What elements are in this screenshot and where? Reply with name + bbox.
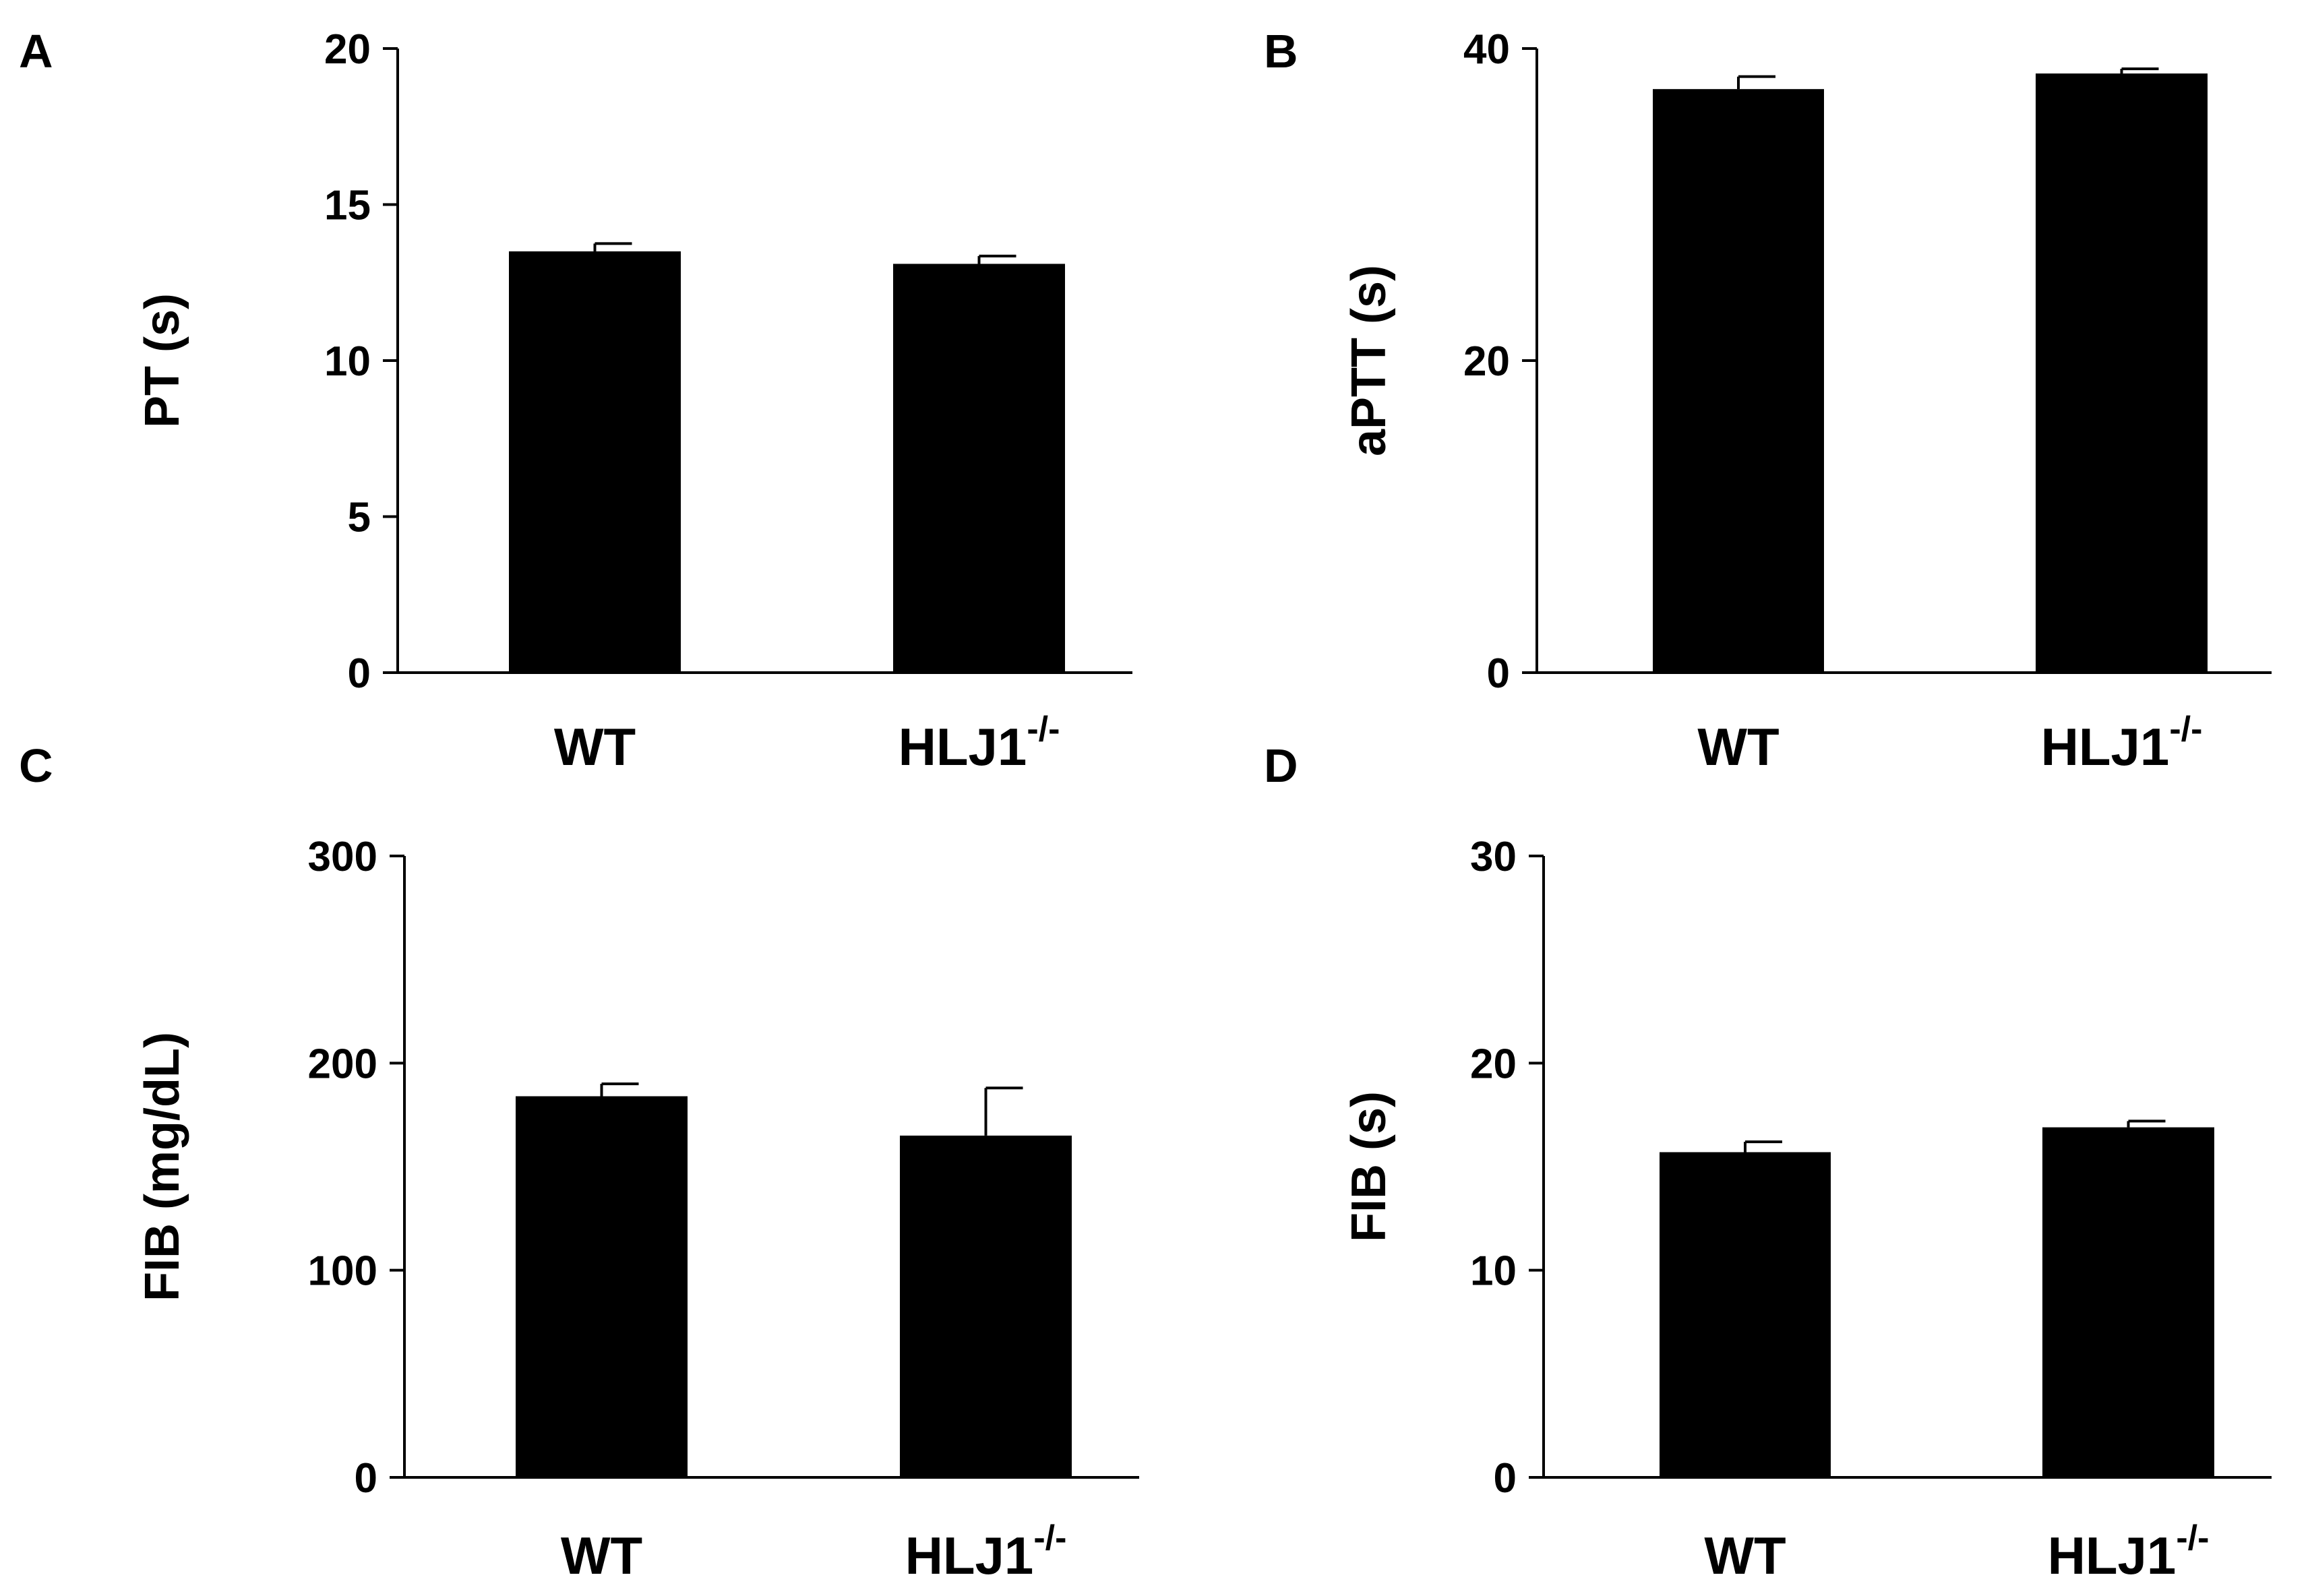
y-tick-label: 10	[1470, 1248, 1517, 1295]
y-axis-title: PT (s)	[135, 293, 189, 428]
panel-letter: D	[1264, 739, 1298, 792]
category-label: HLJ1-/-	[2048, 1518, 2210, 1585]
bar-hlj1	[893, 264, 1065, 673]
category-name: WT	[1704, 1526, 1786, 1585]
category-name: HLJ1	[2048, 1526, 2177, 1585]
y-tick-label: 0	[1494, 1455, 1517, 1502]
y-tick-label: 100	[308, 1248, 377, 1295]
category-name: HLJ1	[899, 717, 1027, 776]
y-tick-label: 20	[1470, 1041, 1517, 1087]
panel-c: C 0 100 200 300 FIB (mg/dL) WT HLJ1-/-	[19, 739, 1139, 1585]
category-superscript: -/-	[1033, 1518, 1066, 1558]
panel-b: B 0 20 40 aPTT (s) WT HLJ1-/-	[1264, 25, 2272, 776]
y-tick-label: 15	[324, 183, 371, 229]
y-tick-label: 20	[324, 26, 371, 73]
bar-wt	[516, 1096, 688, 1477]
y-tick-label: 40	[1463, 26, 1510, 73]
y-tick-label: 200	[308, 1041, 377, 1087]
bar-hlj1	[900, 1135, 1072, 1477]
category-superscript: -/-	[1027, 710, 1060, 749]
y-tick-label: 20	[1463, 338, 1510, 385]
category-name: WT	[1697, 717, 1779, 776]
bar-hlj1	[2036, 73, 2208, 673]
category-label: HLJ1-/-	[899, 710, 1060, 776]
category-superscript: -/-	[2176, 1518, 2209, 1558]
bar-wt	[1660, 1152, 1831, 1477]
panel-d: D 0 10 20 30 FIB (s) WT HLJ1-/-	[1264, 739, 2272, 1585]
bar-wt	[509, 251, 681, 673]
y-axis-title: aPTT (s)	[1342, 265, 1396, 456]
category-name: HLJ1	[905, 1526, 1034, 1585]
y-tick-label: 0	[1487, 650, 1510, 697]
category-name: WT	[554, 717, 636, 776]
panel-letter: A	[19, 25, 53, 78]
category-label: HLJ1-/-	[2041, 710, 2203, 776]
category-label: WT	[554, 717, 636, 776]
category-name: WT	[561, 1526, 642, 1585]
y-axis-title: FIB (s)	[1342, 1091, 1396, 1242]
y-tick-label: 0	[348, 650, 371, 697]
category-label: WT	[561, 1526, 642, 1585]
panel-letter: C	[19, 739, 53, 792]
y-tick-label: 30	[1470, 834, 1517, 880]
y-axis-title: FIB (mg/dL)	[135, 1032, 189, 1301]
y-tick-label: 0	[355, 1455, 377, 1502]
y-tick-label: 300	[308, 834, 377, 880]
bar-hlj1	[2042, 1127, 2214, 1477]
category-name: HLJ1	[2041, 717, 2170, 776]
panel-letter: B	[1264, 25, 1298, 78]
category-label: HLJ1-/-	[905, 1518, 1067, 1585]
panel-a: A 0 5 10 15 20 PT (s) WT HLJ1-/-	[19, 25, 1132, 776]
category-superscript: -/-	[2169, 710, 2202, 749]
category-label: WT	[1697, 717, 1779, 776]
y-tick-label: 10	[324, 338, 371, 385]
bar-wt	[1653, 89, 1824, 673]
y-tick-label: 5	[348, 495, 371, 541]
category-label: WT	[1704, 1526, 1786, 1585]
